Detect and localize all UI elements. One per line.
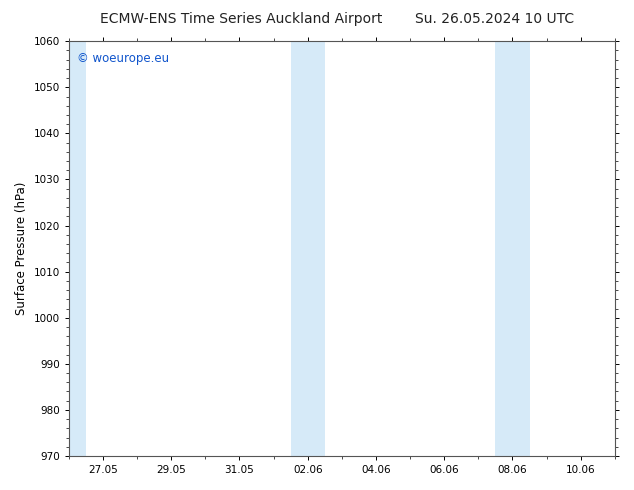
Bar: [307, 41, 325, 456]
Text: © woeurope.eu: © woeurope.eu: [77, 51, 169, 65]
Bar: [512, 41, 529, 456]
Text: Su. 26.05.2024 10 UTC: Su. 26.05.2024 10 UTC: [415, 12, 574, 26]
Bar: [290, 41, 307, 456]
Y-axis label: Surface Pressure (hPa): Surface Pressure (hPa): [15, 182, 28, 315]
Text: ECMW-ENS Time Series Auckland Airport: ECMW-ENS Time Series Auckland Airport: [100, 12, 382, 26]
Bar: [495, 41, 512, 456]
Bar: [69, 41, 86, 456]
